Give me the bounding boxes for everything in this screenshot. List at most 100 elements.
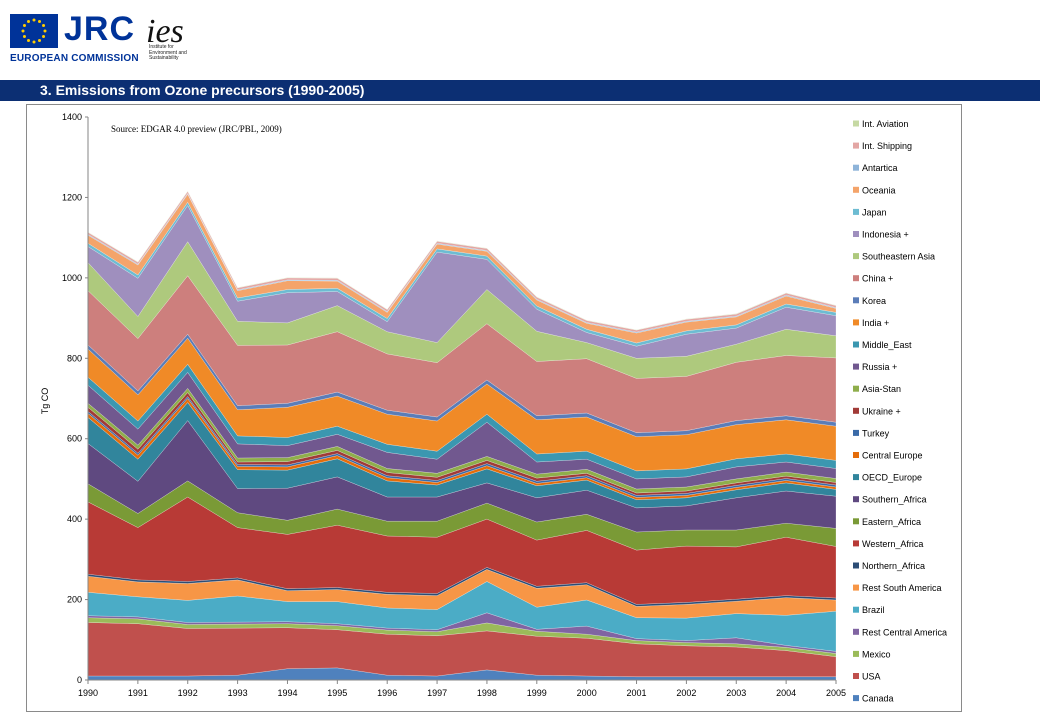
legend-label: Northern_Africa <box>862 561 925 571</box>
legend-label: Int. Aviation <box>862 119 908 129</box>
legend-label: Western_Africa <box>862 539 923 549</box>
eu-star <box>42 35 46 38</box>
legend-swatch <box>853 518 859 525</box>
legend-label: Korea <box>862 296 886 306</box>
eu-star <box>38 39 41 43</box>
legend-swatch <box>853 297 859 304</box>
y-tick-label: 1200 <box>62 192 82 202</box>
x-tick-label: 1998 <box>477 688 497 698</box>
legend-label: Mexico <box>862 649 891 659</box>
y-axis-label: Tg CO <box>40 388 50 415</box>
header: JRC EUROPEAN COMMISSION ies Institute fo… <box>0 0 1040 80</box>
legend-label: Asia-Stan <box>862 384 901 394</box>
x-tick-label: 1995 <box>327 688 347 698</box>
y-tick-label: 1400 <box>62 112 82 122</box>
legend-label: Brazil <box>862 605 885 615</box>
legend-label: Canada <box>862 694 894 704</box>
x-tick-label: 2002 <box>676 688 696 698</box>
x-tick-label: 1997 <box>427 688 447 698</box>
legend-swatch <box>853 253 859 260</box>
legend-label: Japan <box>862 207 887 217</box>
stacked-area-chart: 0 200 400 600 800 1000 1200 1400 1990 1991 1992 199… <box>40 112 947 704</box>
legend-label: Antartica <box>862 163 898 173</box>
eu-star <box>21 29 25 33</box>
legend-label: China + <box>862 274 893 284</box>
y-tick-label: 0 <box>77 675 82 685</box>
eu-star <box>32 18 36 22</box>
x-tick-label: 1993 <box>228 688 248 698</box>
legend-swatch <box>853 231 859 237</box>
legend-swatch <box>853 363 859 370</box>
legend-swatch <box>853 319 859 326</box>
x-tick-label: 2001 <box>626 688 646 698</box>
eu-star <box>22 24 26 27</box>
jrc-logo-text: JRC <box>64 10 136 48</box>
legend-label: OECD_Europe <box>862 473 922 483</box>
legend-swatch <box>853 650 859 657</box>
slide-title-bar: 3. Emissions from Ozone precursors (1990… <box>0 80 1040 101</box>
eu-star <box>38 19 41 23</box>
legend-swatch <box>853 164 859 171</box>
european-commission-text: EUROPEAN COMMISSION <box>10 53 139 64</box>
legend-swatch <box>853 120 859 127</box>
legend-label: Indonesia + <box>862 230 909 240</box>
x-tick-label: 2000 <box>577 688 597 698</box>
eu-star <box>32 40 36 44</box>
eu-flag-icon <box>10 14 58 48</box>
legend-swatch <box>853 584 859 591</box>
legend-swatch <box>853 275 859 282</box>
area-int-aviation <box>87 190 837 331</box>
eu-star <box>43 29 47 33</box>
legend-swatch <box>853 385 859 392</box>
x-tick-label: 1992 <box>178 688 198 698</box>
x-tick-label: 1990 <box>78 688 98 698</box>
legend-label: USA <box>862 672 881 682</box>
legend-swatch <box>853 496 859 503</box>
legend-swatch <box>853 474 859 481</box>
x-tick-label: 1996 <box>377 688 397 698</box>
legend-swatch <box>853 208 859 215</box>
x-tick-label: 2005 <box>826 688 846 698</box>
y-tick-label: 600 <box>67 434 82 444</box>
legend-label: Rest South America <box>862 583 942 593</box>
legend-swatch <box>853 186 859 193</box>
slide-title: 3. Emissions from Ozone precursors (1990… <box>40 82 365 98</box>
eu-star <box>22 35 26 38</box>
x-tick-label: 1999 <box>527 688 547 698</box>
legend-label: Oceania <box>862 185 896 195</box>
eu-star <box>27 39 30 43</box>
legend-label: Ukraine + <box>862 406 901 416</box>
legend-label: Rest Central America <box>862 627 947 637</box>
x-tick-label: 2004 <box>776 688 796 698</box>
legend-label: Int. Shipping <box>862 141 912 151</box>
legend-swatch <box>853 341 859 348</box>
legend-label: Southeastern Asia <box>862 252 935 262</box>
legend-swatch <box>853 142 859 149</box>
eu-star <box>27 19 30 23</box>
y-tick-label: 400 <box>67 514 82 524</box>
source-annotation: Source: EDGAR 4.0 preview (JRC/PBL, 2009… <box>111 124 282 134</box>
y-tick-label: 1000 <box>62 273 82 283</box>
legend-swatch <box>853 407 859 414</box>
x-tick-label: 1994 <box>277 688 297 698</box>
x-tick-label: 2003 <box>726 688 746 698</box>
ies-logo-text: ies <box>146 13 184 50</box>
legend-label: Central Europe <box>862 451 923 461</box>
legend-label: Southern_Africa <box>862 495 927 505</box>
y-tick-label: 200 <box>67 595 82 605</box>
legend-label: Middle_East <box>862 340 912 350</box>
legend-label: Eastern_Africa <box>862 517 921 527</box>
legend-label: Russia + <box>862 362 897 372</box>
ies-subtitle: Institute for Environment and Sustainabi… <box>149 44 187 61</box>
legend-label: India + <box>862 318 889 328</box>
legend-swatch <box>853 606 859 613</box>
y-tick-label: 800 <box>67 353 82 363</box>
legend-swatch <box>853 562 859 569</box>
legend-swatch <box>853 695 859 702</box>
legend-label: Turkey <box>862 428 890 438</box>
chart-frame: 0 200 400 600 800 1000 1200 1400 1990 1991 1992 199… <box>26 104 962 712</box>
x-tick-label: 1991 <box>128 688 148 698</box>
eu-star <box>42 24 46 27</box>
legend-swatch <box>853 628 859 635</box>
legend-swatch <box>853 452 859 458</box>
